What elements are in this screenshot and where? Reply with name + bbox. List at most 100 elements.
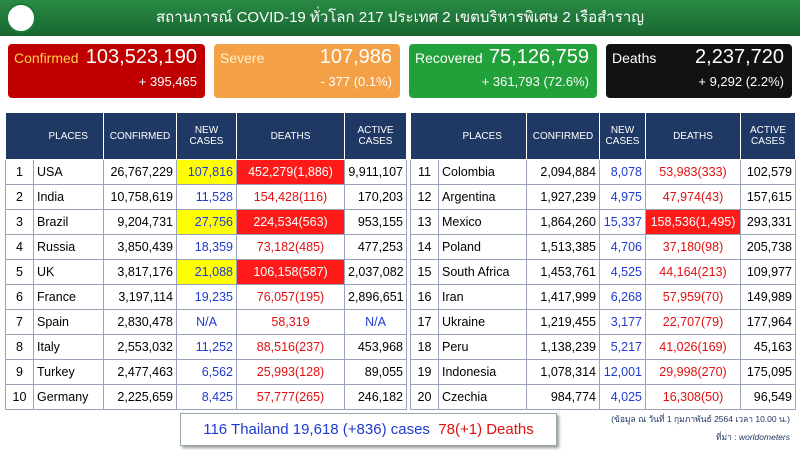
table-cell: 224,534(563) xyxy=(236,209,345,235)
source-note: ที่มา : worldometers xyxy=(716,430,790,444)
table-cell: 6,268 xyxy=(599,284,646,310)
header-cell: DEATHS xyxy=(236,112,345,160)
table-cell: 76,057(195) xyxy=(236,284,345,310)
table-cell: Poland xyxy=(438,234,527,260)
table-cell: 8,078 xyxy=(599,159,646,185)
table-row: 19 Indonesia 1,078,314 12,001 29,998(270) 175… xyxy=(410,359,796,385)
table-cell: 1,864,260 xyxy=(526,209,600,235)
table-cell: 107,816 xyxy=(176,159,237,185)
table-cell: 158,536(1,495) xyxy=(645,209,741,235)
table-cell: 2,830,478 xyxy=(103,309,177,335)
table-cell: 18,359 xyxy=(176,234,237,260)
table-row: 16 Iran 1,417,999 6,268 57,959(70) 149,989 xyxy=(410,284,796,310)
table-cell: Czechia xyxy=(438,384,527,410)
table-cell: 1,927,239 xyxy=(526,184,600,210)
table-cell: 41,026(169) xyxy=(645,334,741,360)
table-cell: France xyxy=(33,284,104,310)
table-cell: 73,182(485) xyxy=(236,234,345,260)
table-cell: 246,182 xyxy=(344,384,407,410)
table-cell: 17 xyxy=(410,309,439,335)
table-cell: 3 xyxy=(5,209,34,235)
table-cell: 57,959(70) xyxy=(645,284,741,310)
table-cell: 205,738 xyxy=(740,234,796,260)
table-row: 18 Peru 1,138,239 5,217 41,026(169) 45,163 xyxy=(410,334,796,360)
table-cell: 102,579 xyxy=(740,159,796,185)
table-row: 8 Italy 2,553,032 11,252 88,516(237) 453,968 xyxy=(5,334,407,360)
table-cell: 27,756 xyxy=(176,209,237,235)
table-cell: 7 xyxy=(5,309,34,335)
table-cell: Iran xyxy=(438,284,527,310)
table-cell: 29,998(270) xyxy=(645,359,741,385)
table-cell: Russia xyxy=(33,234,104,260)
table-row: 15 South Africa 1,453,761 4,525 44,164(213) 1… xyxy=(410,259,796,285)
thailand-box: 116 Thailand 19,618 (+836) cases 78(+1) … xyxy=(180,413,557,446)
table-cell: 15 xyxy=(410,259,439,285)
table-cell: 13 xyxy=(410,209,439,235)
card: Recovered 75,126,759 + 361,793 (72.6%) xyxy=(409,44,597,98)
card-label: Confirmed xyxy=(14,50,79,66)
table-cell: 149,989 xyxy=(740,284,796,310)
table-cell: 4 xyxy=(5,234,34,260)
table-row: 11 Colombia 2,094,884 8,078 53,983(333) 102,5… xyxy=(410,159,796,185)
table-cell: 15,337 xyxy=(599,209,646,235)
table-row: 6 France 3,197,114 19,235 76,057(195) 2,896,6… xyxy=(5,284,407,310)
table-cell: 19,235 xyxy=(176,284,237,310)
table-cell: Italy xyxy=(33,334,104,360)
card: Severe 107,986 - 377 (0.1%) xyxy=(214,44,400,98)
table-cell: 5 xyxy=(5,259,34,285)
table-cell: 11,252 xyxy=(176,334,237,360)
header-cell: ACTIVE CASES xyxy=(740,112,796,160)
header-cell: PLACES xyxy=(438,112,527,160)
header-cell xyxy=(5,112,34,160)
header-cell: NEW CASES xyxy=(599,112,646,160)
header-cell: PLACES xyxy=(33,112,104,160)
table-cell: 4,975 xyxy=(599,184,646,210)
logo xyxy=(6,3,36,33)
table-cell: 9 xyxy=(5,359,34,385)
card-value: 107,986 xyxy=(319,46,392,68)
table-cell: 5,217 xyxy=(599,334,646,360)
table-cell: 1,138,239 xyxy=(526,334,600,360)
table-cell: 106,158(587) xyxy=(236,259,345,285)
table-cell: 1,078,314 xyxy=(526,359,600,385)
card-label: Severe xyxy=(220,50,265,66)
table-cell: 14 xyxy=(410,234,439,260)
card-label: Recovered xyxy=(415,50,483,66)
table-cell: N/A xyxy=(176,309,237,335)
table-cell: 53,983(333) xyxy=(645,159,741,185)
table-cell: 3,197,114 xyxy=(103,284,177,310)
table-cell: Peru xyxy=(438,334,527,360)
table-row: 14 Poland 1,513,385 4,706 37,180(98) 205,738 xyxy=(410,234,796,260)
table-row: 5 UK 3,817,176 21,088 106,158(587) 2,037,082 xyxy=(5,259,407,285)
table-row: 17 Ukraine 1,219,455 3,177 22,707(79) 177,964 xyxy=(410,309,796,335)
table-row: 1 USA 26,767,229 107,816 452,279(1,886) 9,911… xyxy=(5,159,407,185)
header: สถานการณ์ COVID-19 ทั่วโลก 217 ประเทศ 2 … xyxy=(0,0,800,36)
table-row: 10 Germany 2,225,659 8,425 57,777(265) 246,18… xyxy=(5,384,407,410)
table-cell: 44,164(213) xyxy=(645,259,741,285)
card-change: + 9,292 (2.2%) xyxy=(698,74,784,89)
table-cell: 47,974(43) xyxy=(645,184,741,210)
table-row: 4 Russia 3,850,439 18,359 73,182(485) 477,253 xyxy=(5,234,407,260)
table-cell: 175,095 xyxy=(740,359,796,385)
table-cell: 2,896,651 xyxy=(344,284,407,310)
table-cell: 88,516(237) xyxy=(236,334,345,360)
table-cell: Turkey xyxy=(33,359,104,385)
table-cell: 2,037,082 xyxy=(344,259,407,285)
table-cell: 57,777(265) xyxy=(236,384,345,410)
table-cell: 45,163 xyxy=(740,334,796,360)
table-cell: 1,417,999 xyxy=(526,284,600,310)
table-cell: 21,088 xyxy=(176,259,237,285)
table-cell: 2,225,659 xyxy=(103,384,177,410)
header-row: PLACES CONFIRMED NEW CASES DEATHS ACTIVE CAS… xyxy=(5,112,407,160)
date-note: (ข้อมูล ณ วันที่ 1 กุมภาพันธ์ 2564 เวลา … xyxy=(611,414,790,424)
table-cell: 1,219,455 xyxy=(526,309,600,335)
table-cell: 6,562 xyxy=(176,359,237,385)
table-cell: 1 xyxy=(5,159,34,185)
table-row: 9 Turkey 2,477,463 6,562 25,993(128) 89,055 xyxy=(5,359,407,385)
table-cell: Germany xyxy=(33,384,104,410)
thailand-deaths: 78(+1) Deaths xyxy=(438,421,534,438)
table-cell: 157,615 xyxy=(740,184,796,210)
table-cell: Spain xyxy=(33,309,104,335)
table-cell: 11 xyxy=(410,159,439,185)
table-row: 20 Czechia 984,774 4,025 16,308(50) 96,549 xyxy=(410,384,796,410)
